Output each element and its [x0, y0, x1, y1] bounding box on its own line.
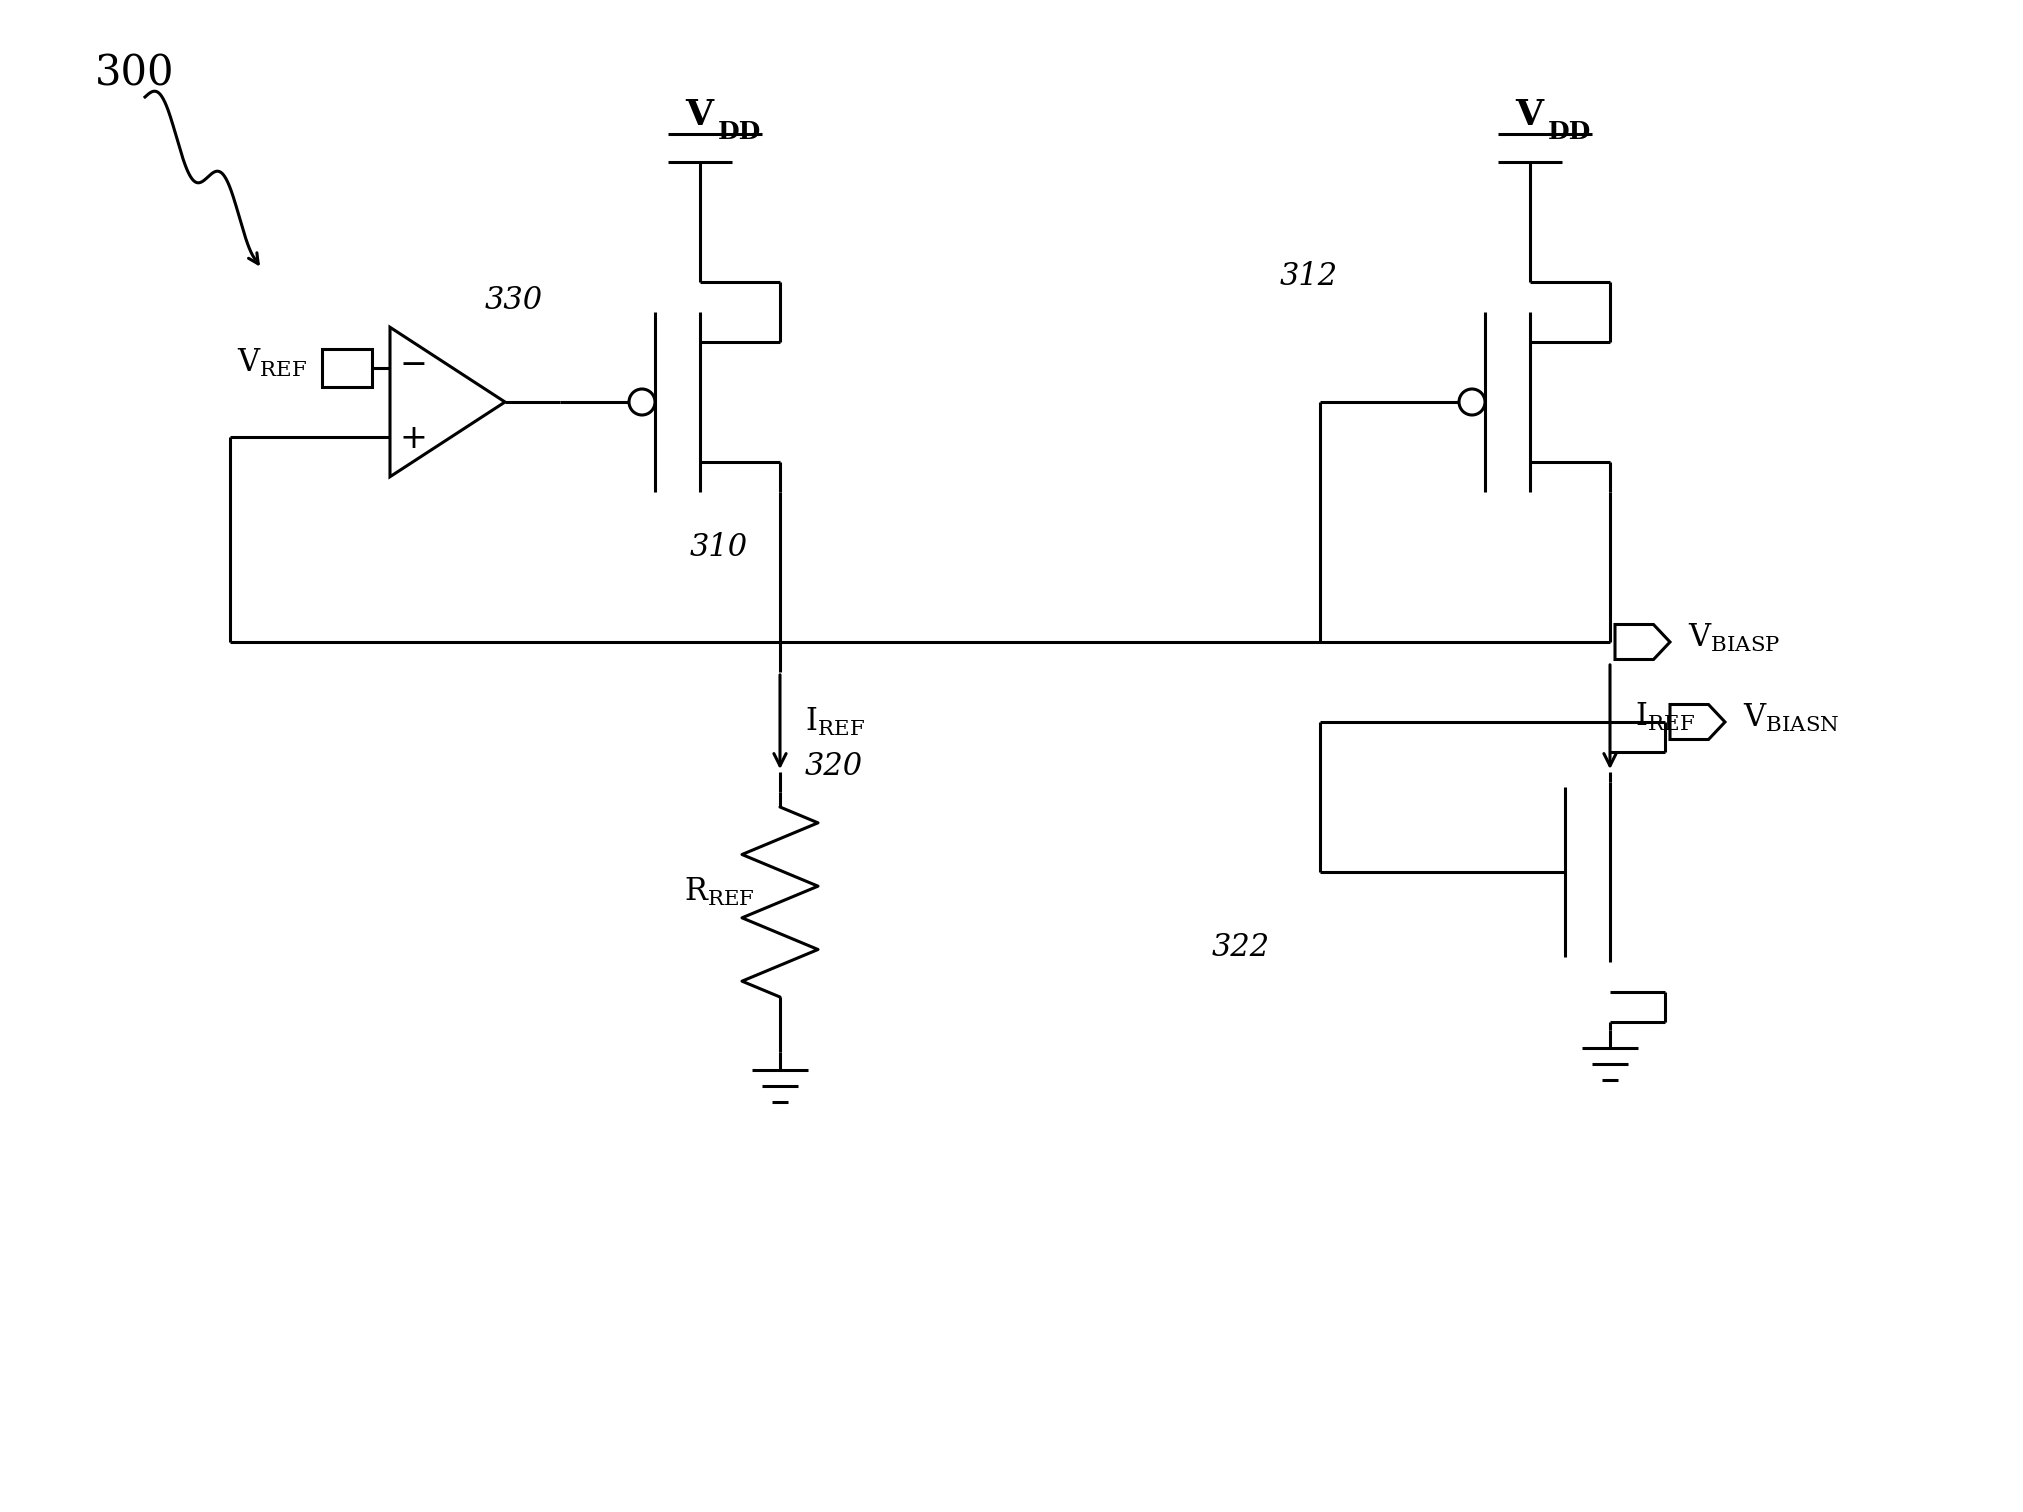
Text: $-$: $-$ [399, 346, 425, 380]
Text: $\mathregular{V_{BIASP}}$: $\mathregular{V_{BIASP}}$ [1687, 621, 1780, 655]
Text: $\mathregular{V_{BIASN}}$: $\mathregular{V_{BIASN}}$ [1742, 702, 1839, 733]
Text: $+$: $+$ [399, 422, 425, 455]
Text: $\mathregular{V}$: $\mathregular{V}$ [1513, 98, 1546, 132]
Text: 320: 320 [805, 751, 862, 782]
Text: $\mathregular{I_{REF}}$: $\mathregular{I_{REF}}$ [1635, 702, 1693, 733]
Text: DD: DD [1548, 119, 1590, 144]
Text: 310: 310 [690, 532, 749, 562]
Bar [322, 348, 372, 387]
Text: $\mathregular{R_{REF}}$: $\mathregular{R_{REF}}$ [684, 875, 755, 909]
Text: 322: 322 [1212, 931, 1268, 963]
Text: $\mathregular{I_{REF}}$: $\mathregular{I_{REF}}$ [805, 706, 864, 738]
Text: $\mathregular{V_{REF}}$: $\mathregular{V_{REF}}$ [237, 346, 307, 378]
Text: DD: DD [718, 119, 761, 144]
Text: 330: 330 [486, 284, 542, 316]
Text: 312: 312 [1279, 262, 1337, 292]
Text: $\mathregular{V}$: $\mathregular{V}$ [684, 98, 714, 132]
Text: 300: 300 [95, 51, 174, 94]
